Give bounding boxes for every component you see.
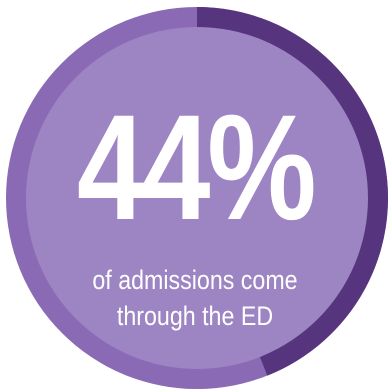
stat-percentage: 44% [76, 83, 317, 251]
caption-line-1: of admissions come [92, 265, 298, 295]
stat-caption: of admissions come through the ED [0, 262, 390, 334]
inner-disc [26, 27, 368, 369]
caption-line-2: through the ED [116, 301, 274, 331]
